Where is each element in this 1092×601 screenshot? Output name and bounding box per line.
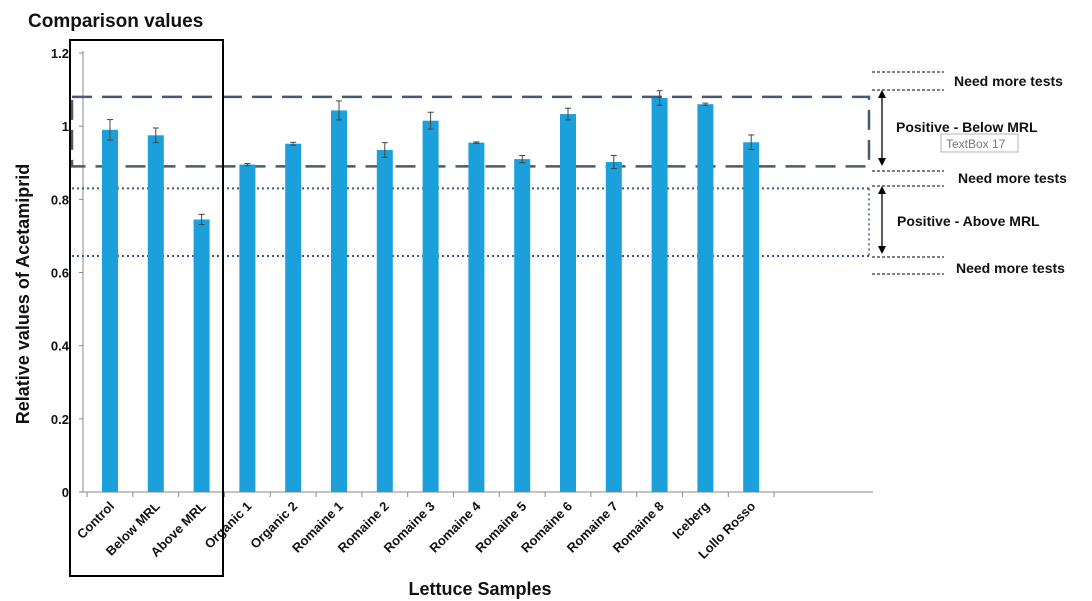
x-axis-title: Lettuce Samples xyxy=(408,579,551,599)
bar-lollo-rosso xyxy=(743,142,760,492)
comparison-frame xyxy=(69,39,224,577)
bars xyxy=(102,90,760,493)
bar-romaine-7 xyxy=(605,162,622,493)
y-tick-label: 1.2 xyxy=(51,46,69,61)
bar-control xyxy=(102,129,118,492)
below-mrl-arrowhead-down xyxy=(878,158,886,166)
x-tick-label: Control xyxy=(74,499,117,542)
bar-organic-1 xyxy=(239,164,256,492)
y-tick-labels: 0 0.2 0.4 0.6 0.8 1 1.2 xyxy=(51,46,70,500)
below-mrl-arrowhead-up xyxy=(878,90,886,98)
x-tick-label: Iceberg xyxy=(669,498,712,541)
y-axis-title: Relative values of Acetamiprid xyxy=(13,164,33,424)
bar-organic-2 xyxy=(285,143,302,492)
annotations: Need more tests Positive - Below MRL Nee… xyxy=(872,71,1067,276)
positive-below-mrl-label: Positive - Below MRL xyxy=(896,119,1038,135)
need-more-tests-label-2: Need more tests xyxy=(958,170,1067,186)
y-tick-label: 0.4 xyxy=(51,339,70,354)
textbox-17[interactable] xyxy=(940,133,1019,153)
textbox-17-label: TextBox 17 xyxy=(946,137,1006,151)
need-more-tests-label-1: Need more tests xyxy=(954,73,1063,89)
bar-romaine-2 xyxy=(376,149,393,492)
bar-romaine-3 xyxy=(422,120,439,492)
positive-above-mrl-label: Positive - Above MRL xyxy=(897,213,1040,229)
bar-romaine-8 xyxy=(651,97,668,492)
need-more-tests-label-3: Need more tests xyxy=(956,260,1065,276)
bar-below-mrl xyxy=(147,135,164,492)
above-mrl-arrowhead-up xyxy=(878,186,886,194)
bar-romaine-5 xyxy=(514,159,531,492)
above-mrl-arrowhead-down xyxy=(878,246,886,254)
bar-iceberg xyxy=(697,104,714,492)
y-tick-label: 0.2 xyxy=(51,412,69,427)
bar-romaine-1 xyxy=(331,110,347,492)
y-tick-label: 1 xyxy=(62,119,69,134)
x-tick-label: Organic 1 xyxy=(202,499,255,552)
bar-romaine-6 xyxy=(560,114,576,492)
y-tick-label: 0.8 xyxy=(51,192,69,207)
bar-above-mrl xyxy=(193,219,210,492)
section-label: Comparison values xyxy=(28,11,203,32)
bar-romaine-4 xyxy=(468,142,485,493)
y-tick-label: 0.6 xyxy=(51,266,69,281)
y-tick-label: 0 xyxy=(62,485,69,500)
